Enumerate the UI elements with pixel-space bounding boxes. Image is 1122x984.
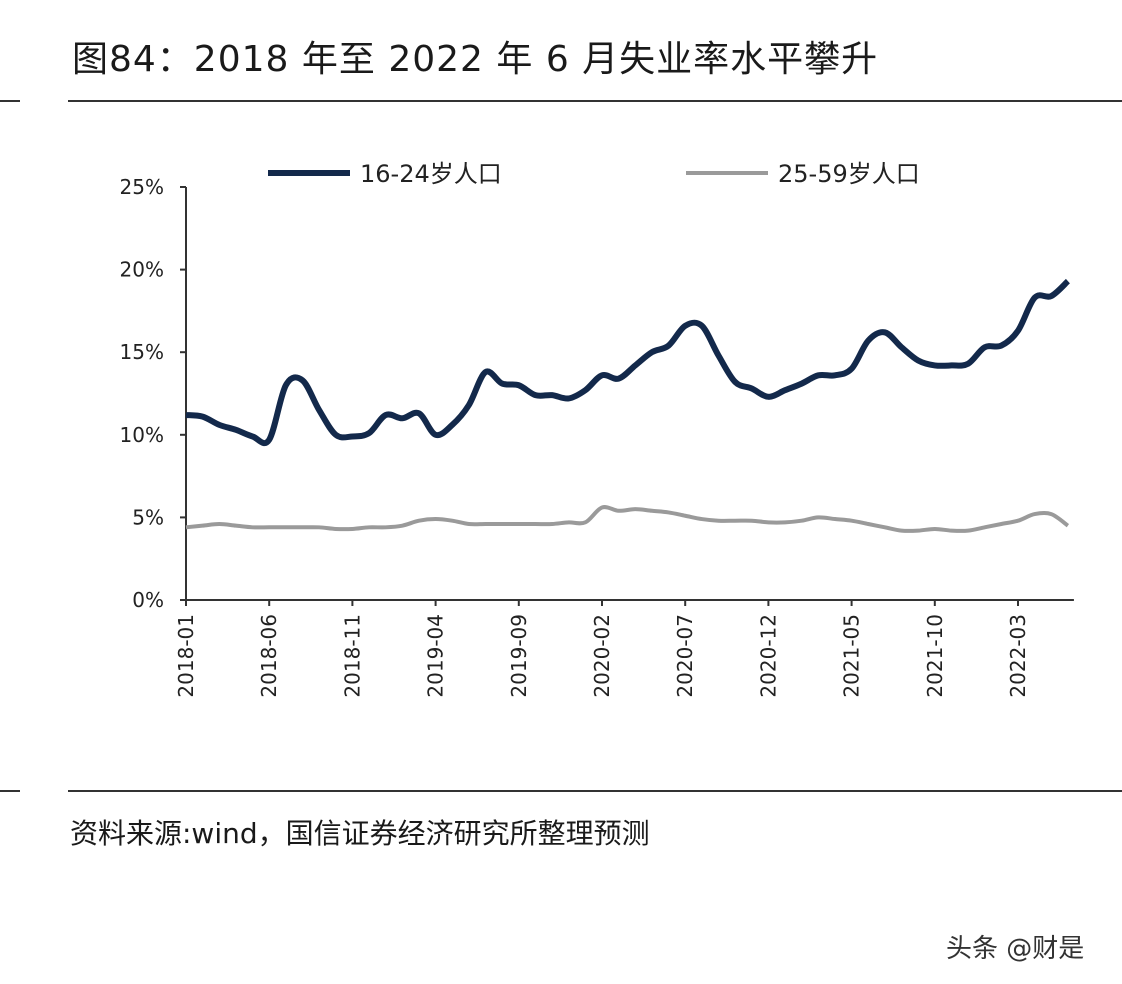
- x-tick-label: 2019-09: [507, 614, 531, 698]
- x-tick-label: 2022-03: [1006, 614, 1030, 698]
- divider-left-bottom: [0, 790, 20, 792]
- top-divider: [68, 100, 1122, 102]
- x-tick-label: 2018-01: [174, 614, 198, 698]
- x-tick-label: 2021-05: [840, 614, 864, 698]
- y-tick-label: 20%: [120, 258, 164, 282]
- legend-label: 16-24岁人口: [360, 160, 502, 188]
- y-tick-label: 5%: [132, 505, 164, 529]
- x-tick-label: 2019-04: [424, 614, 448, 698]
- series-25-59-line: [185, 505, 1070, 533]
- series-16-24-line: [185, 278, 1070, 447]
- bottom-divider: [68, 790, 1122, 792]
- figure-title: 图84：2018 年至 2022 年 6 月失业率水平攀升: [72, 39, 879, 80]
- y-tick-label: 0%: [132, 588, 164, 612]
- legend-label: 25-59岁人口: [778, 160, 920, 188]
- source-note: 资料来源:wind，国信证券经济研究所整理预测: [70, 817, 650, 850]
- x-tick-label: 2018-06: [257, 614, 281, 698]
- x-tick-label: 2020-07: [673, 614, 697, 698]
- x-tick-label: 2020-12: [756, 614, 780, 698]
- watermark: 头条 @财是: [946, 934, 1085, 964]
- y-tick-label: 15%: [120, 340, 164, 364]
- divider-left: [0, 100, 20, 102]
- x-tick-label: 2021-10: [923, 614, 947, 698]
- x-tick-label: 2018-11: [340, 614, 364, 698]
- x-tick-label: 2020-02: [590, 614, 614, 698]
- y-tick-label: 10%: [120, 423, 164, 447]
- y-tick-label: 25%: [120, 175, 164, 199]
